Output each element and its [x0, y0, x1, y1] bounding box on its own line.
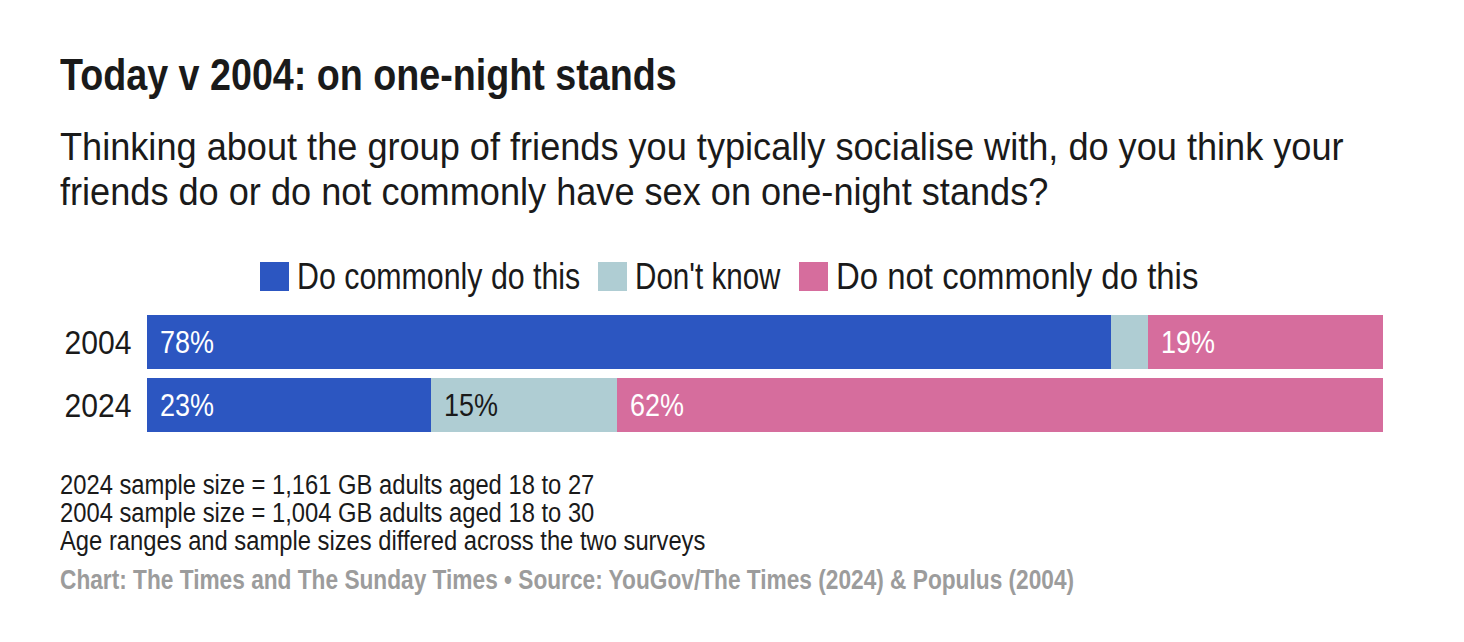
legend-label: Do commonly do this: [297, 262, 580, 291]
bar-segment: 62%: [617, 378, 1383, 432]
bar-segment: 15%: [431, 378, 616, 432]
legend-label: Don't know: [635, 262, 781, 291]
bar-row-label: 2024: [60, 378, 137, 432]
chart-card: Today v 2004: on one-night stands Thinki…: [0, 0, 1464, 642]
bar-segment: [1111, 315, 1148, 369]
chart-credit: Chart: The Times and The Sunday Times • …: [60, 566, 1074, 594]
chart-description-line-2: friends do or do not commonly have sex o…: [60, 170, 1344, 215]
bar-row: 2004 78% 19%: [60, 315, 1383, 369]
bar-value-label: 15%: [444, 390, 498, 421]
legend-item: Don't know: [598, 262, 780, 291]
bar: 78% 19%: [147, 315, 1383, 369]
chart-description: Thinking about the group of friends you …: [60, 125, 1410, 215]
bar-value-label: 19%: [1161, 327, 1215, 358]
bar-segment: 78%: [147, 315, 1111, 369]
legend-swatch: [260, 262, 289, 291]
chart-description-line-1: Thinking about the group of friends you …: [60, 125, 1344, 170]
bar: 23% 15% 62%: [147, 378, 1383, 432]
legend: Do commonly do this Don't know Do not comm…: [260, 262, 1198, 291]
bar-value-label: 23%: [160, 390, 214, 421]
chart-note: Age ranges and sample sizes differed acr…: [60, 527, 705, 555]
bar-segment: 23%: [147, 378, 431, 432]
bar-segment: 19%: [1148, 315, 1383, 369]
chart-title: Today v 2004: on one-night stands: [60, 51, 677, 99]
bar-row: 2024 23% 15% 62%: [60, 378, 1383, 432]
bar-row-label: 2004: [60, 315, 137, 369]
chart-note: 2004 sample size = 1,004 GB adults aged …: [60, 499, 705, 527]
stacked-bar-chart: 2004 78% 19% 2024 23% 15% 62%: [60, 315, 1383, 441]
legend-item: Do commonly do this: [260, 262, 580, 291]
legend-label: Do not commonly do this: [836, 262, 1198, 291]
legend-swatch: [799, 262, 828, 291]
chart-notes: 2024 sample size = 1,161 GB adults aged …: [60, 471, 793, 555]
chart-note: 2024 sample size = 1,161 GB adults aged …: [60, 471, 705, 499]
bar-value-label: 62%: [630, 390, 684, 421]
legend-item: Do not commonly do this: [799, 262, 1198, 291]
bar-value-label: 78%: [160, 327, 214, 358]
legend-swatch: [598, 262, 627, 291]
